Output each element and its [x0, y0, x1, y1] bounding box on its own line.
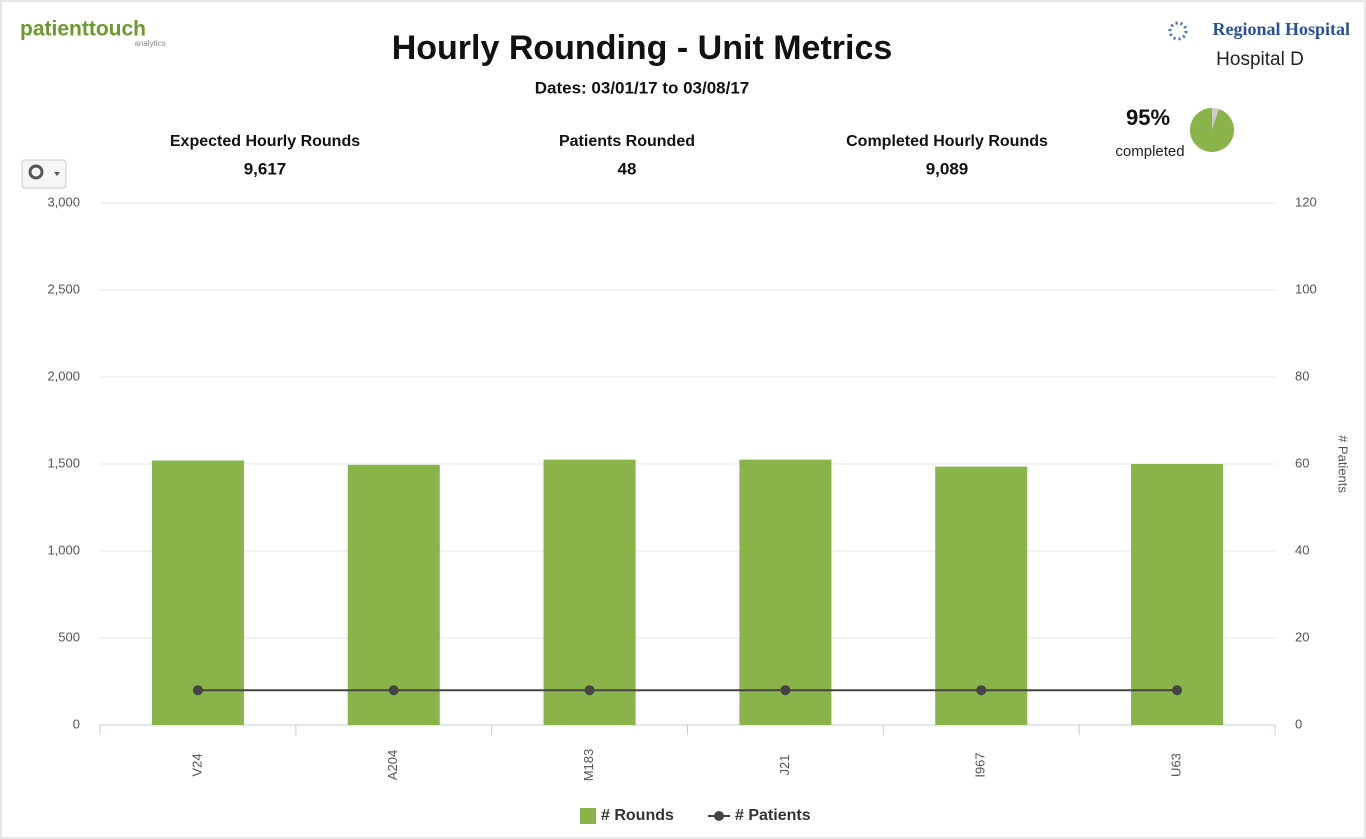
patients-point — [976, 685, 987, 696]
x-tick-label: U63 — [1169, 753, 1184, 777]
patients-point — [388, 685, 399, 696]
y2-tick-label: 120 — [1295, 194, 1317, 209]
y2-tick-label: 100 — [1295, 281, 1317, 296]
legend-swatch — [580, 808, 596, 824]
x-tick-label: I967 — [973, 752, 988, 777]
title: Hourly Rounding - Unit Metrics — [392, 29, 893, 67]
patients-point — [584, 685, 595, 696]
y2-axis-label: # Patients — [1336, 435, 1351, 493]
org-icon — [1168, 21, 1188, 41]
metric-label: Patients Rounded — [559, 133, 695, 150]
y2-tick-label: 0 — [1295, 716, 1302, 731]
y-tick-label: 2,000 — [47, 368, 80, 383]
y-tick-label: 3,000 — [47, 194, 80, 209]
gear — [28, 164, 44, 180]
metric-label: Completed Hourly Rounds — [846, 133, 1048, 150]
org: Regional Hospital — [1212, 19, 1350, 39]
completion-caption: completed — [1115, 143, 1184, 160]
y-tick-label: 0 — [73, 716, 80, 731]
logo: patienttouch — [20, 18, 146, 41]
x-tick-label: V24 — [189, 753, 204, 776]
bar — [1131, 464, 1224, 725]
x-tick-label: M183 — [581, 749, 596, 782]
settings-box[interactable] — [21, 159, 67, 189]
pie-slice — [1189, 108, 1234, 153]
y-tick-label: 1,500 — [47, 455, 80, 470]
patients-point — [192, 685, 203, 696]
y2-tick-label: 60 — [1295, 455, 1309, 470]
dates: Dates: 03/01/17 to 03/08/17 — [535, 78, 750, 97]
y2-tick-label: 40 — [1295, 542, 1309, 557]
y-tick-label: 500 — [58, 629, 80, 644]
legend-label: # Rounds — [601, 807, 674, 824]
y2-tick-label: 20 — [1295, 629, 1309, 644]
patients-point — [1172, 685, 1183, 696]
caret — [54, 172, 60, 176]
bar — [347, 464, 440, 725]
patients-point — [780, 685, 791, 696]
hospital: Hospital D — [1216, 49, 1304, 70]
bar — [739, 459, 832, 725]
settings-button[interactable] — [21, 159, 67, 189]
bar — [151, 460, 244, 725]
x-tick-label: A204 — [385, 750, 400, 780]
logo-sub: analytics — [134, 39, 165, 48]
bar — [543, 459, 636, 725]
y-tick-label: 2,500 — [47, 281, 80, 296]
legend-dot — [714, 811, 724, 821]
y-tick-label: 1,000 — [47, 542, 80, 557]
y2-tick-label: 80 — [1295, 368, 1309, 383]
bar — [935, 466, 1028, 725]
legend-label: # Patients — [735, 807, 811, 824]
metric-value: 9,089 — [926, 159, 969, 178]
metric-value: 48 — [618, 159, 637, 178]
completion-label: 95% — [1126, 105, 1170, 130]
metric-value: 9,617 — [244, 159, 287, 178]
metric-label: Expected Hourly Rounds — [170, 133, 360, 150]
x-tick-label: J21 — [777, 755, 792, 776]
